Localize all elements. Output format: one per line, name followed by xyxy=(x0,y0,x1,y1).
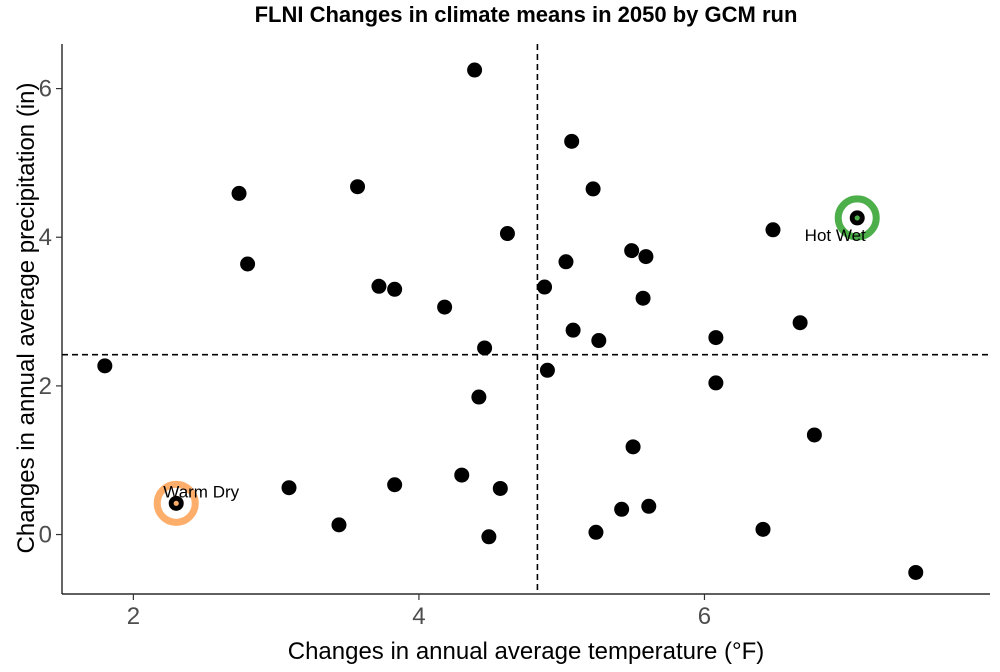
highlight-ring-warm-dry xyxy=(153,480,199,526)
chart-title: FLNI Changes in climate means in 2050 by… xyxy=(255,2,798,27)
data-point xyxy=(765,222,781,238)
data-point xyxy=(387,281,403,297)
data-point xyxy=(499,226,515,242)
data-point xyxy=(755,521,771,537)
data-point xyxy=(240,256,256,272)
y-tick-label: 2 xyxy=(39,373,52,400)
data-point xyxy=(537,279,553,295)
data-point xyxy=(614,501,630,517)
highlight-ring-hot-wet xyxy=(834,195,880,241)
data-point xyxy=(331,517,347,533)
data-point xyxy=(792,315,808,331)
y-axis-title: Changes in annual average precipitation … xyxy=(13,83,40,554)
data-point xyxy=(624,243,640,259)
axes: 2 4 6 0 2 4 6 xyxy=(39,44,990,630)
data-point xyxy=(585,181,601,197)
x-axis-title: Changes in annual average temperature (°… xyxy=(288,638,765,665)
data-point xyxy=(471,389,487,405)
data-point xyxy=(641,498,657,514)
data-point xyxy=(558,254,574,270)
data-point xyxy=(635,290,651,306)
data-point xyxy=(638,249,654,265)
data-point xyxy=(588,524,604,540)
data-point xyxy=(708,330,724,346)
plot-area: Warm Dry Hot Wet xyxy=(62,44,990,594)
x-tick-label: 2 xyxy=(127,603,140,630)
data-point xyxy=(565,322,581,338)
data-point xyxy=(492,480,508,496)
data-point xyxy=(481,529,497,545)
y-tick-label: 6 xyxy=(39,76,52,103)
x-tick-label: 4 xyxy=(412,603,425,630)
x-tick-label: 6 xyxy=(698,603,711,630)
data-point xyxy=(591,333,607,349)
data-point xyxy=(97,358,113,374)
data-point xyxy=(708,375,724,391)
data-point xyxy=(231,185,247,201)
y-tick-label: 4 xyxy=(39,224,52,251)
data-point xyxy=(539,362,555,378)
annotation-label-warm-dry: Warm Dry xyxy=(163,482,239,501)
data-point xyxy=(467,62,483,78)
annotation-label-hot-wet: Hot Wet xyxy=(805,226,866,245)
data-point xyxy=(387,477,403,493)
data-point xyxy=(371,278,387,294)
y-tick-label: 0 xyxy=(39,522,52,549)
data-point xyxy=(564,133,580,149)
data-point xyxy=(350,179,366,195)
data-point xyxy=(281,480,297,496)
data-point xyxy=(625,439,641,455)
data-point xyxy=(908,564,924,580)
highlight-center-warm-dry xyxy=(173,500,179,506)
data-point xyxy=(806,427,822,443)
data-point xyxy=(477,340,493,356)
highlight-center-hot-wet xyxy=(854,215,860,221)
data-point xyxy=(454,467,470,483)
data-point xyxy=(437,299,453,315)
